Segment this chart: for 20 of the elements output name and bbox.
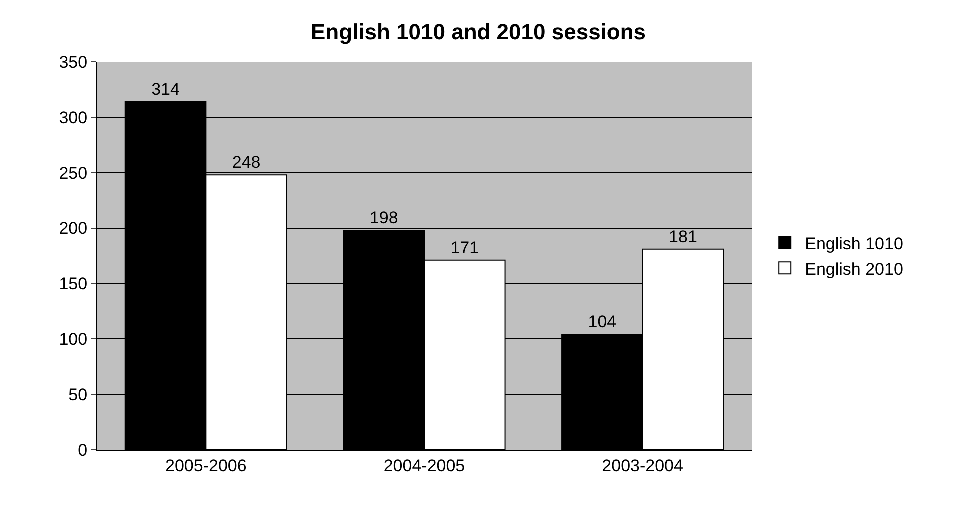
y-tick-label: 350 [59, 52, 88, 72]
chart-title: English 1010 and 2010 sessions [310, 19, 646, 44]
y-tick-label: 50 [68, 386, 88, 405]
y-tick-label: 200 [59, 219, 88, 238]
data-label: 248 [232, 153, 261, 172]
data-label: 314 [152, 80, 180, 99]
x-tick-label: 2004-2005 [384, 456, 466, 476]
y-tick-label: 150 [59, 274, 88, 294]
data-label: 171 [450, 238, 480, 258]
y-tick-label: 300 [59, 108, 88, 128]
y-tick-label: 250 [59, 164, 88, 183]
legend-label: English 2010 [805, 260, 904, 279]
y-tick-label: 0 [78, 440, 88, 460]
legend-label: English 1010 [805, 234, 904, 254]
data-label: 198 [370, 208, 398, 228]
x-tick-label: 2005-2006 [166, 456, 247, 476]
data-label: 181 [669, 227, 698, 246]
data-label: 104 [588, 312, 617, 332]
x-tick-label: 2003-2004 [602, 456, 684, 476]
y-tick-label: 100 [59, 330, 88, 350]
